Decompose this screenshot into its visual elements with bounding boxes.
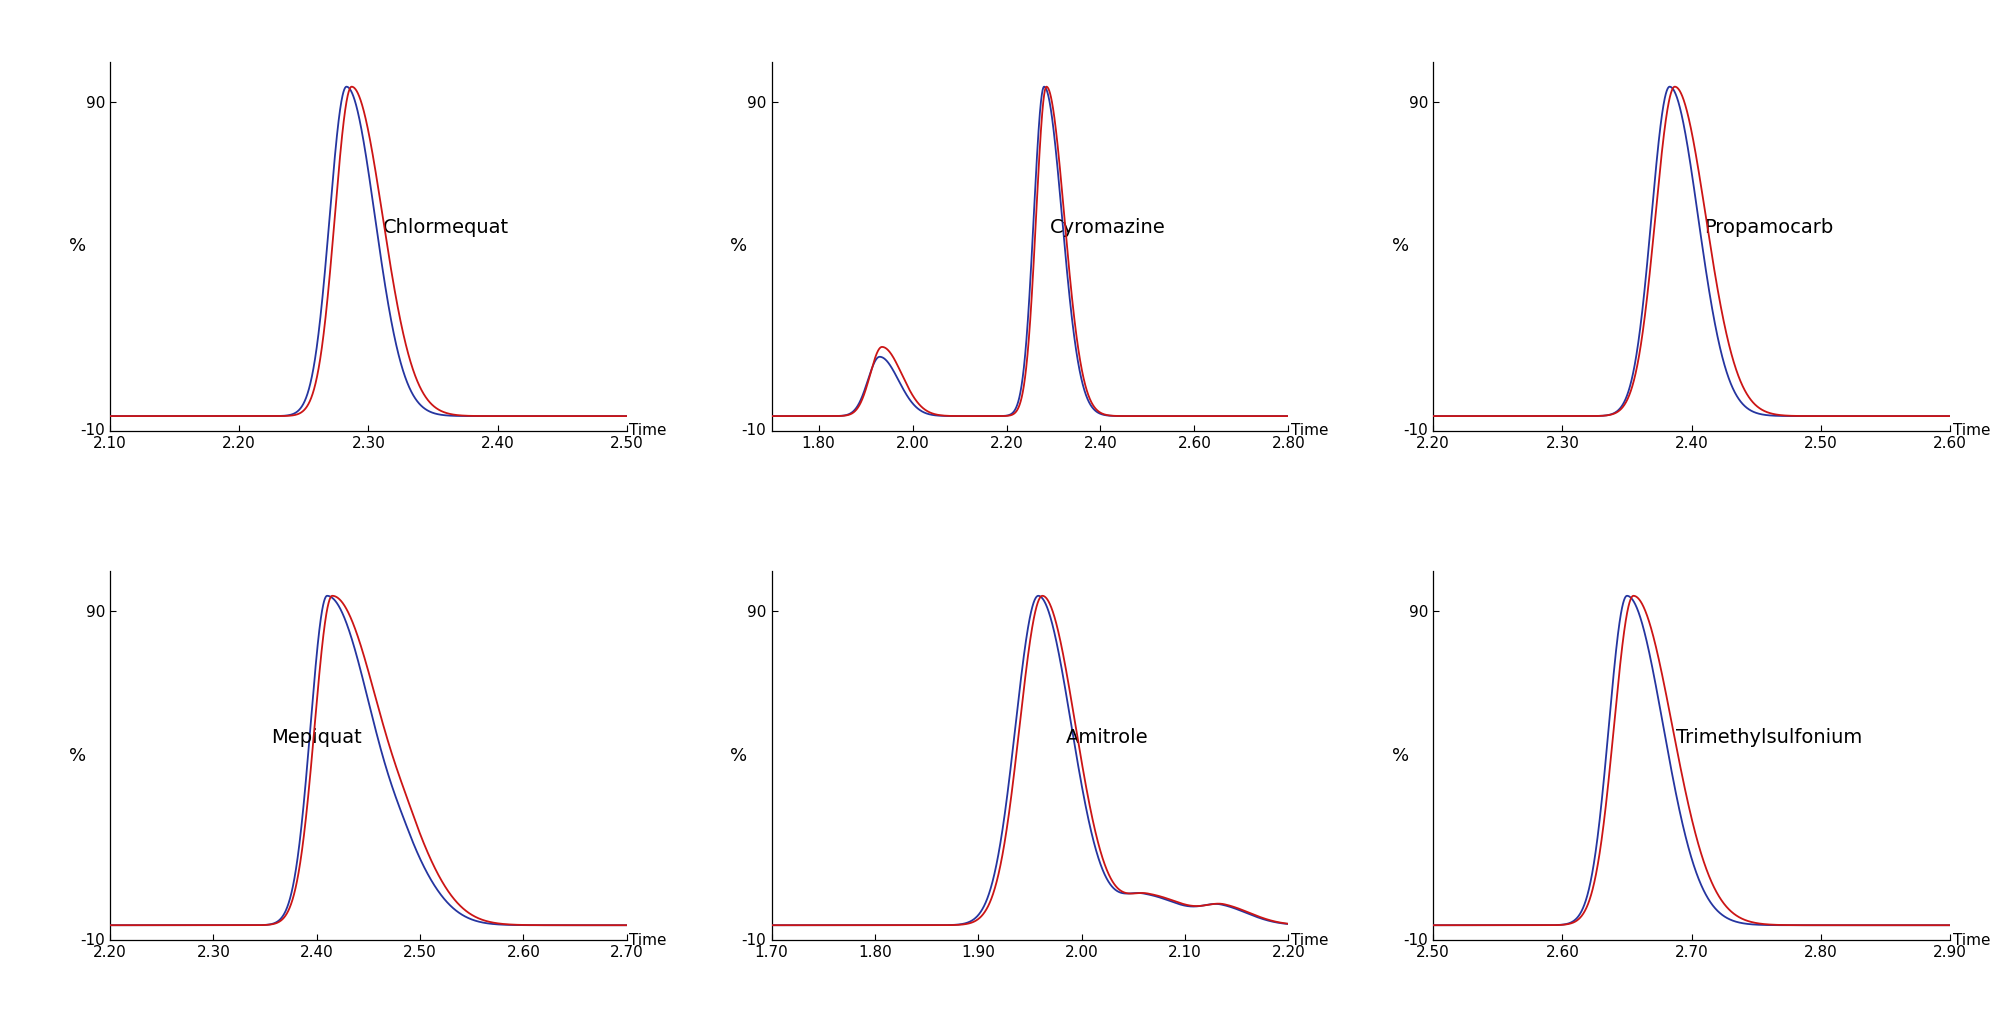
Y-axis label: %: % [730,238,748,255]
Text: -10: -10 [80,424,104,438]
Text: Time: Time [1952,424,1990,438]
Text: Amitrole: Amitrole [1066,727,1148,747]
Text: Time: Time [1292,933,1328,947]
Text: Time: Time [1952,933,1990,947]
Text: -10: -10 [742,933,766,947]
Text: -10: -10 [80,933,104,947]
Text: Time: Time [630,424,666,438]
Text: Propamocarb: Propamocarb [1704,219,1834,238]
Y-axis label: %: % [1392,238,1410,255]
Text: Trimethylsulfonium: Trimethylsulfonium [1676,727,1862,747]
Text: Time: Time [1292,424,1328,438]
Y-axis label: %: % [1392,747,1410,764]
Y-axis label: %: % [730,747,748,764]
Text: Chlormequat: Chlormequat [382,219,510,238]
Text: Cyromazine: Cyromazine [1050,219,1166,238]
Text: -10: -10 [1404,424,1428,438]
Y-axis label: %: % [68,238,86,255]
Text: Mepiquat: Mepiquat [272,727,362,747]
Text: -10: -10 [1404,933,1428,947]
Y-axis label: %: % [68,747,86,764]
Text: Time: Time [630,933,666,947]
Text: -10: -10 [742,424,766,438]
